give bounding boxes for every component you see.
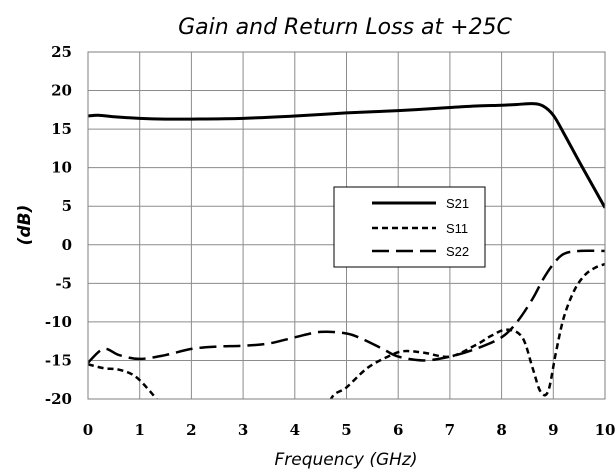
- x-tick-label: 1: [134, 421, 144, 439]
- plot-frame: [87, 51, 606, 400]
- y-tick-label: -15: [45, 351, 72, 369]
- series-line-s21: [88, 102, 605, 209]
- x-tick-label: 5: [341, 421, 351, 439]
- chart-title: Gain and Return Loss at +25C: [178, 15, 512, 40]
- x-tick-label: 3: [238, 421, 248, 439]
- legend-box: [333, 186, 486, 268]
- y-tick-label: -5: [55, 274, 72, 292]
- x-tick-label: 6: [393, 421, 403, 439]
- series-layer: [88, 102, 605, 399]
- y-tick-label: 25: [51, 43, 72, 61]
- series-line-s22: [88, 249, 605, 364]
- x-tick-label: 4: [290, 421, 300, 439]
- x-tick-label: 8: [496, 421, 506, 439]
- x-tick-label: 0: [83, 421, 93, 439]
- x-tick-label: 10: [595, 421, 615, 439]
- series-line-s11: [88, 262, 605, 399]
- legend-label-s22: S22: [446, 244, 469, 259]
- legend-label-s21: S21: [446, 196, 469, 211]
- y-axis-label: (dB): [15, 205, 35, 246]
- y-tick-label: 15: [51, 120, 72, 138]
- y-tick-labels: 25 20 15 10 5 0 -5 -10 -15 -20: [45, 43, 72, 408]
- y-tick-label: 0: [62, 236, 72, 254]
- legend-label-s11: S11: [446, 221, 468, 236]
- legend: S21 S11 S22: [333, 186, 486, 268]
- y-tick-label: 10: [51, 159, 72, 177]
- y-tick-label: -10: [45, 313, 72, 331]
- y-tick-label: -20: [45, 390, 72, 408]
- x-tick-label: 7: [445, 421, 455, 439]
- x-axis-label: Frequency (GHz): [275, 450, 418, 470]
- x-tick-label: 9: [548, 421, 558, 439]
- y-tick-label: 20: [51, 82, 72, 100]
- y-tick-label: 5: [62, 197, 72, 215]
- x-tick-label: 2: [186, 421, 196, 439]
- x-tick-labels: 0 1 2 3 4 5 6 7 8 9 10: [83, 421, 615, 439]
